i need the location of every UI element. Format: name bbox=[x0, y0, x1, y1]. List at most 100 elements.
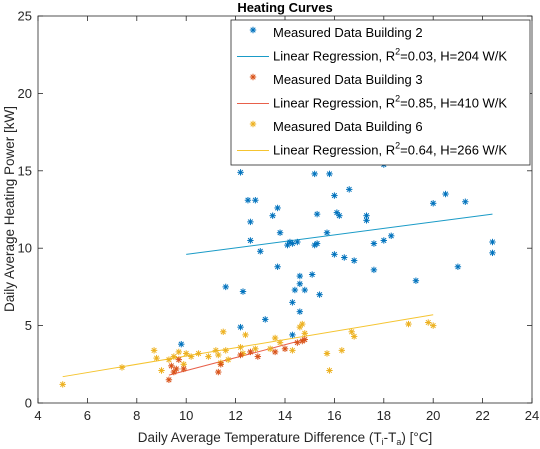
data-point-building6 bbox=[205, 353, 212, 360]
data-point-building2 bbox=[289, 240, 296, 247]
x-axis-label-sub-i: i bbox=[382, 437, 384, 447]
data-point-building3 bbox=[237, 351, 244, 359]
data-point-building6 bbox=[59, 381, 66, 388]
data-point-building2 bbox=[296, 272, 304, 280]
data-point-building6 bbox=[326, 367, 333, 374]
x-tick-label: 20 bbox=[426, 408, 440, 423]
data-point-building2 bbox=[269, 212, 276, 219]
data-point-building6 bbox=[242, 331, 249, 339]
data-point-building2 bbox=[178, 340, 185, 348]
data-point-building2 bbox=[294, 238, 301, 246]
data-point-building6 bbox=[118, 364, 126, 371]
data-point-building2 bbox=[346, 186, 353, 193]
regression-line-building6 bbox=[62, 314, 434, 378]
legend-entry: Measured Data Building 3 bbox=[249, 72, 423, 87]
data-point-building6 bbox=[252, 345, 259, 353]
legend-label: Linear Regression, R2=0.85, H=410 W/K bbox=[273, 94, 507, 111]
data-point-building2 bbox=[289, 299, 296, 306]
data-point-building6 bbox=[150, 347, 158, 354]
data-point-building2 bbox=[326, 170, 333, 178]
data-point-building6 bbox=[237, 344, 244, 351]
x-axis-label-mid: -T bbox=[384, 430, 397, 445]
data-marks bbox=[59, 150, 496, 388]
data-point-building2 bbox=[247, 218, 254, 226]
data-point-building2 bbox=[274, 204, 281, 212]
x-tick-label: 12 bbox=[228, 408, 242, 423]
legend-entry: Linear Regression, R2=0.85, H=410 W/K bbox=[237, 94, 507, 111]
data-point-building2 bbox=[489, 238, 496, 246]
data-point-building3 bbox=[168, 362, 175, 370]
data-point-building3 bbox=[294, 339, 301, 346]
data-point-building3 bbox=[175, 356, 182, 363]
data-point-building2 bbox=[350, 257, 358, 264]
data-point-building3 bbox=[247, 348, 254, 356]
data-point-building3 bbox=[180, 365, 187, 373]
data-point-building6 bbox=[170, 353, 178, 360]
data-point-building6 bbox=[224, 356, 232, 363]
data-point-building6 bbox=[212, 347, 220, 354]
data-point-building6 bbox=[183, 350, 190, 357]
data-point-building6 bbox=[425, 319, 432, 326]
data-point-building2 bbox=[276, 229, 284, 236]
y-tick-label: 10 bbox=[18, 241, 32, 256]
x-tick-label: 22 bbox=[475, 408, 489, 423]
data-point-building2 bbox=[430, 200, 437, 207]
data-point-building3 bbox=[165, 376, 173, 383]
data-point-building2 bbox=[274, 263, 281, 270]
data-point-building2 bbox=[412, 277, 420, 284]
data-point-building6 bbox=[271, 334, 279, 342]
data-point-building2 bbox=[331, 192, 338, 199]
data-point-building2 bbox=[311, 170, 318, 178]
legend-label: Measured Data Building 3 bbox=[273, 72, 423, 87]
data-point-building3 bbox=[215, 368, 222, 376]
data-point-building6 bbox=[222, 347, 229, 354]
data-point-building2 bbox=[341, 254, 348, 261]
data-point-building2 bbox=[239, 288, 247, 295]
data-point-building2 bbox=[296, 280, 304, 288]
data-point-building2 bbox=[247, 237, 254, 244]
data-point-building2 bbox=[237, 169, 244, 176]
data-point-building6 bbox=[158, 367, 165, 374]
legend-entry: Linear Regression, R2=0.64, H=266 W/K bbox=[237, 141, 507, 158]
data-point-building2 bbox=[370, 240, 378, 247]
data-point-building2 bbox=[257, 248, 264, 255]
legend-label: Linear Regression, R2=0.03, H=204 W/K bbox=[273, 47, 507, 64]
x-tick-label: 6 bbox=[84, 408, 91, 423]
data-point-building2 bbox=[262, 316, 269, 323]
data-point-building2 bbox=[380, 237, 387, 244]
data-point-building6 bbox=[276, 339, 284, 346]
x-axis-label: Daily Average Temperature Difference (Ti… bbox=[138, 430, 433, 447]
x-tick-label: 16 bbox=[327, 408, 341, 423]
data-point-building6 bbox=[299, 320, 306, 328]
y-tick-label: 5 bbox=[25, 318, 32, 333]
data-point-building6 bbox=[266, 345, 274, 353]
data-point-building2 bbox=[331, 251, 338, 258]
chart-title: Heating Curves bbox=[237, 0, 332, 15]
data-point-building2 bbox=[323, 229, 331, 236]
data-point-building2 bbox=[308, 271, 316, 278]
data-point-building6 bbox=[323, 350, 331, 357]
data-point-building6 bbox=[301, 330, 308, 337]
data-point-building2 bbox=[363, 217, 370, 224]
y-axis-label: Daily Average Heating Power [kW] bbox=[2, 106, 17, 312]
data-point-building6 bbox=[430, 322, 437, 329]
data-point-building2 bbox=[252, 197, 259, 204]
legend-box bbox=[230, 19, 531, 166]
legend-label: Linear Regression, R2=0.64, H=266 W/K bbox=[273, 141, 507, 158]
legend-label: Measured Data Building 6 bbox=[273, 119, 423, 134]
legend-entry: Measured Data Building 6 bbox=[249, 119, 423, 134]
data-point-building2 bbox=[316, 291, 323, 298]
x-tick-label: 18 bbox=[377, 408, 391, 423]
data-point-building3 bbox=[173, 365, 180, 373]
data-point-building2 bbox=[313, 210, 321, 218]
x-tick-label: 10 bbox=[179, 408, 193, 423]
data-point-building2 bbox=[301, 286, 308, 294]
data-point-building2 bbox=[454, 263, 462, 270]
data-point-building2 bbox=[388, 232, 395, 240]
data-point-building2 bbox=[237, 323, 244, 331]
data-point-building6 bbox=[289, 347, 296, 354]
data-point-building2 bbox=[289, 331, 296, 339]
data-point-building6 bbox=[220, 328, 227, 335]
legend-entry: Linear Regression, R2=0.03, H=204 W/K bbox=[237, 47, 507, 64]
